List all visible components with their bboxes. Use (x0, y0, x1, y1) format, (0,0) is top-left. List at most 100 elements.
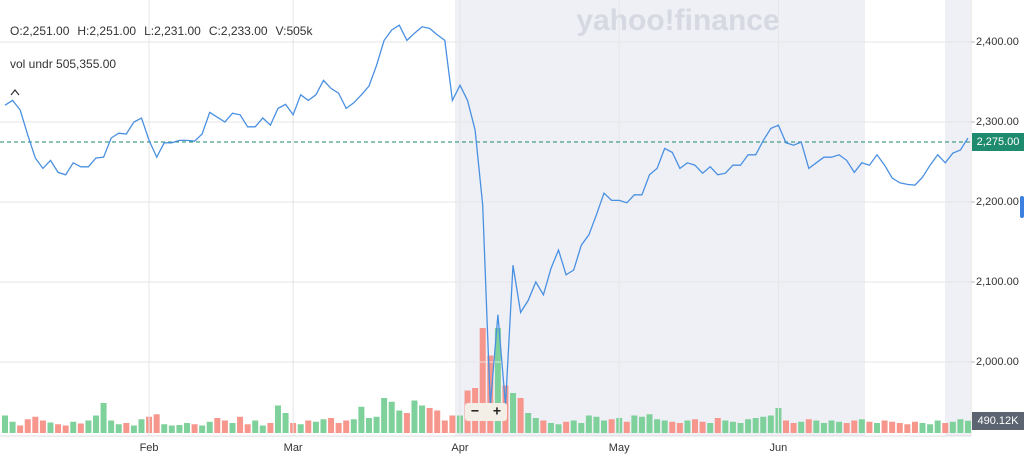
zoom-button[interactable]: − (471, 403, 479, 419)
volume-bar (729, 421, 736, 433)
grid-layer (0, 0, 975, 436)
volume-bar (608, 419, 615, 433)
volume-bar (752, 418, 759, 433)
volume-bar (191, 424, 198, 433)
volume-bar (896, 423, 903, 433)
volume-bar (767, 415, 774, 433)
volume-bar (874, 423, 881, 433)
volume-bar (836, 421, 843, 433)
volume-bar (335, 423, 342, 433)
volume-bar (32, 416, 39, 433)
volume-bar (851, 420, 858, 433)
volume-bar (820, 423, 827, 433)
y-tick-label: 2,400.00 (976, 36, 1019, 48)
volume-bar (638, 416, 645, 433)
zoom-background (465, 403, 507, 421)
indicator-label: vol undr 505,355.00 (10, 57, 116, 71)
volume-bar (965, 420, 971, 433)
ohlc-label: H:2,251.00 (77, 24, 136, 38)
volume-bar (297, 424, 304, 433)
volume-bar (441, 420, 448, 433)
price-layer (0, 24, 971, 406)
volume-bar (373, 416, 380, 433)
volume-bar (9, 421, 16, 433)
volume-bar (305, 420, 312, 433)
y-tick-label: 2,300.00 (976, 116, 1019, 128)
volume-badge (972, 412, 1024, 430)
volume-bar (714, 418, 721, 433)
volume-bar (252, 420, 259, 433)
volume-bar (547, 423, 554, 433)
side-handle (1020, 196, 1024, 218)
x-tick-label: Mar (284, 442, 303, 454)
volume-bar (798, 421, 805, 433)
volume-bar (100, 403, 107, 433)
volume-bar (206, 421, 213, 433)
volume-bar (745, 419, 752, 433)
volume-bar (654, 419, 661, 433)
volume-bar (510, 393, 517, 433)
volume-bar (388, 401, 395, 433)
volume-bar (904, 424, 911, 433)
volume-bar (229, 423, 236, 433)
volume-bar (601, 420, 608, 433)
volume-bar (525, 413, 532, 433)
volume-bar (805, 419, 812, 433)
volume-bar (115, 424, 122, 433)
volume-bar (259, 425, 266, 433)
volume-bar (479, 328, 486, 433)
volume-bar (17, 425, 24, 433)
volume-bar (578, 423, 585, 433)
volume-bar (540, 420, 547, 433)
zoom-control[interactable]: − + (465, 403, 507, 421)
x-tick-label: Apr (451, 442, 468, 454)
volume-bar (237, 416, 244, 433)
volume-bar (813, 420, 820, 433)
ohlc-label: L:2,231.00 (144, 24, 201, 38)
volume-bar (267, 423, 274, 433)
volume-bar (532, 418, 539, 433)
y-tick-label: 2,200.00 (976, 196, 1019, 208)
volume-bar (39, 420, 46, 433)
volume-bar (889, 421, 896, 433)
volume-bar (199, 425, 206, 433)
volume-bar (176, 425, 183, 433)
volume-bar (92, 415, 99, 433)
volume-bar (77, 423, 84, 433)
volume-bar (350, 419, 357, 433)
ohlc-label: V:505k (276, 24, 314, 38)
watermark: yahoo!finance (576, 4, 779, 37)
volume-bar (70, 421, 77, 433)
volume-bar (168, 425, 175, 433)
volume-bar (343, 420, 350, 433)
range-shade (455, 0, 865, 436)
y-tick-label: 2,000.00 (976, 356, 1019, 368)
current-price-label: 2,275.00 (977, 136, 1020, 148)
volume-bar (426, 408, 433, 433)
collapse-icon (10, 89, 20, 96)
current-price-badge (972, 133, 1024, 151)
zoom-button[interactable]: + (493, 403, 501, 419)
volume-bar (282, 413, 289, 433)
volume-bar (676, 423, 683, 433)
volume-bar (790, 423, 797, 433)
price-line (4, 24, 969, 406)
volume-bar (328, 418, 335, 433)
y-tick-label: 2,100.00 (976, 276, 1019, 288)
volume-bar (631, 415, 638, 433)
volume-bar (570, 420, 577, 433)
volume-bar (434, 410, 441, 433)
volume-bar (153, 414, 160, 433)
volume-bar (358, 406, 365, 433)
volume-bar (419, 405, 426, 433)
volume-bar (927, 424, 934, 433)
volume-bar (221, 420, 228, 433)
volume-bar (161, 424, 168, 433)
volume-bar (244, 424, 251, 433)
ohlc-label: C:2,233.00 (209, 24, 268, 38)
volume-bar (707, 423, 714, 433)
volume-bar (381, 398, 388, 433)
volume-bar (684, 420, 691, 433)
volume-bar (623, 421, 630, 433)
